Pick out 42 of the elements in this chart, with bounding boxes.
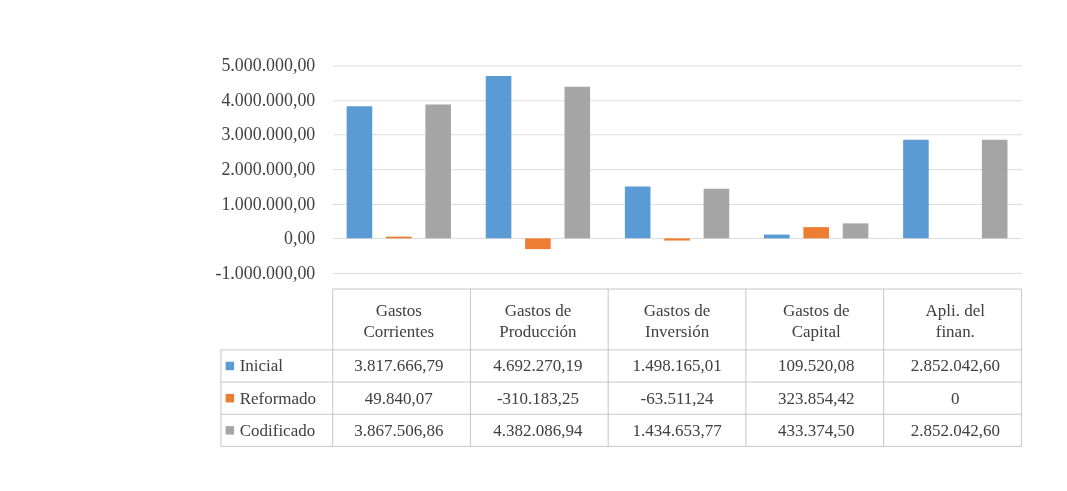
data-label: 4.382.086,94 <box>493 420 584 440</box>
data-label: 3.817.666,79 <box>354 356 444 376</box>
y-tick-label: 0,00 <box>283 228 316 249</box>
bar <box>425 104 451 239</box>
y-tick-label: 4.000.000,00 <box>221 89 316 110</box>
x-tick-label: Apli. del finan. <box>925 300 986 342</box>
data-label: 2.852.042,60 <box>910 356 1000 376</box>
y-tick-label: -1.000.000,00 <box>215 262 316 283</box>
legend-label: Codificado <box>239 420 316 440</box>
data-label: 109.520,08 <box>777 356 855 376</box>
data-label: 323.854,42 <box>777 388 855 408</box>
bar <box>346 106 373 239</box>
bar <box>664 238 690 241</box>
bar <box>981 139 1008 239</box>
data-label: 433.374,50 <box>777 420 855 440</box>
bar <box>564 86 591 239</box>
bar <box>624 186 651 239</box>
x-tick-label: Gastos de Inversión <box>643 300 711 342</box>
x-tick-label: Gastos Corrientes <box>363 300 435 342</box>
data-label: 1.434.653,77 <box>632 420 722 440</box>
x-tick-label: Gastos de Capital <box>782 300 850 342</box>
bar <box>485 76 512 239</box>
data-label: -310.183,25 <box>496 388 579 408</box>
data-label: -63.511,24 <box>640 388 715 408</box>
bar <box>525 238 551 250</box>
data-label: 2.852.042,60 <box>910 420 1000 440</box>
data-label: 1.498.165,01 <box>632 356 722 376</box>
y-tick-label: 2.000.000,00 <box>221 159 316 179</box>
data-label: 3.867.506,86 <box>354 420 444 440</box>
bar <box>703 188 730 239</box>
legend-label: Inicial <box>239 356 284 376</box>
bar <box>842 223 869 239</box>
data-label: 49.840,07 <box>364 388 433 408</box>
y-tick-label: 1.000.000,00 <box>221 193 316 214</box>
y-tick-label: 5.000.000,00 <box>221 55 316 76</box>
x-tick-label: Gastos de Producción <box>499 300 578 342</box>
bar <box>803 227 829 239</box>
data-label: 4.692.270,19 <box>493 356 583 376</box>
y-tick-label: 3.000.000,00 <box>221 124 316 145</box>
bar <box>903 139 929 239</box>
data-label: 0 <box>951 388 960 408</box>
legend-label: Reformado <box>239 388 317 408</box>
